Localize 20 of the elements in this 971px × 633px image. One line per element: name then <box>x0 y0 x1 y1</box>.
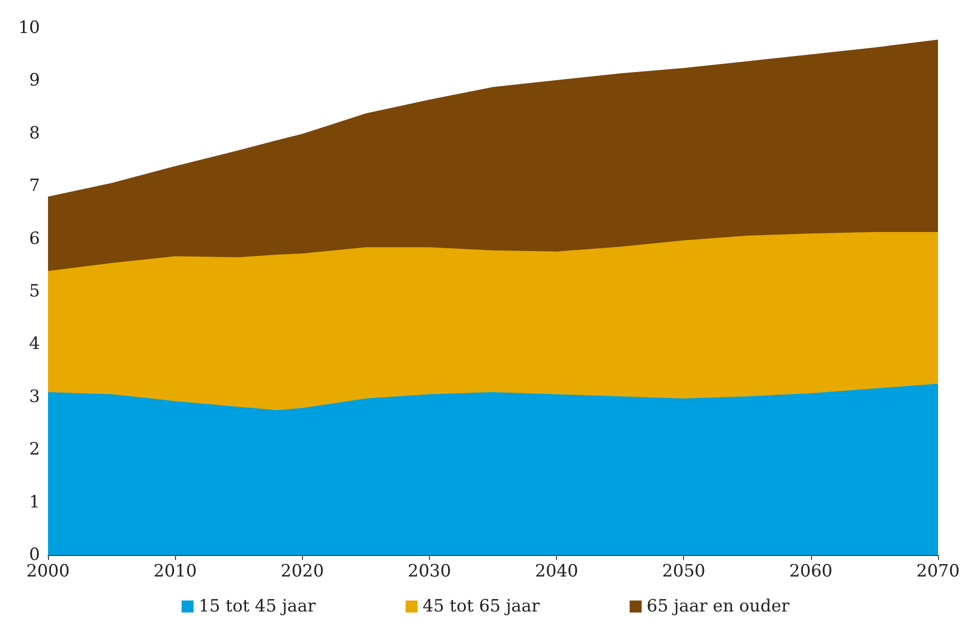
x-tick-label: 2040 <box>534 562 578 582</box>
y-tick-label: 9 <box>29 70 40 91</box>
x-tick-label: 2070 <box>916 562 960 582</box>
y-tick-label: 7 <box>29 176 40 196</box>
y-tick-label: 6 <box>29 228 40 249</box>
y-tick-label: 4 <box>29 334 40 354</box>
y-tick-label: 3 <box>29 386 40 407</box>
x-tick-label: 2020 <box>280 562 324 582</box>
y-tick-label: 2 <box>29 440 40 460</box>
y-tick-label: 8 <box>29 123 40 144</box>
x-tick-label: 2050 <box>662 562 706 582</box>
x-tick-label: 2010 <box>154 562 197 582</box>
x-tick-label: 2060 <box>789 562 832 582</box>
y-tick-label: 10 <box>18 18 40 38</box>
y-tick-label: 1 <box>29 492 40 512</box>
legend-label: 45 tot 65 jaar <box>422 596 541 616</box>
legend-label: 65 jaar en ouder <box>646 596 790 616</box>
x-tick-label: 2030 <box>408 562 452 582</box>
y-tick-label: 5 <box>29 282 40 302</box>
legend-label: 15 tot 45 jaar <box>198 596 316 616</box>
